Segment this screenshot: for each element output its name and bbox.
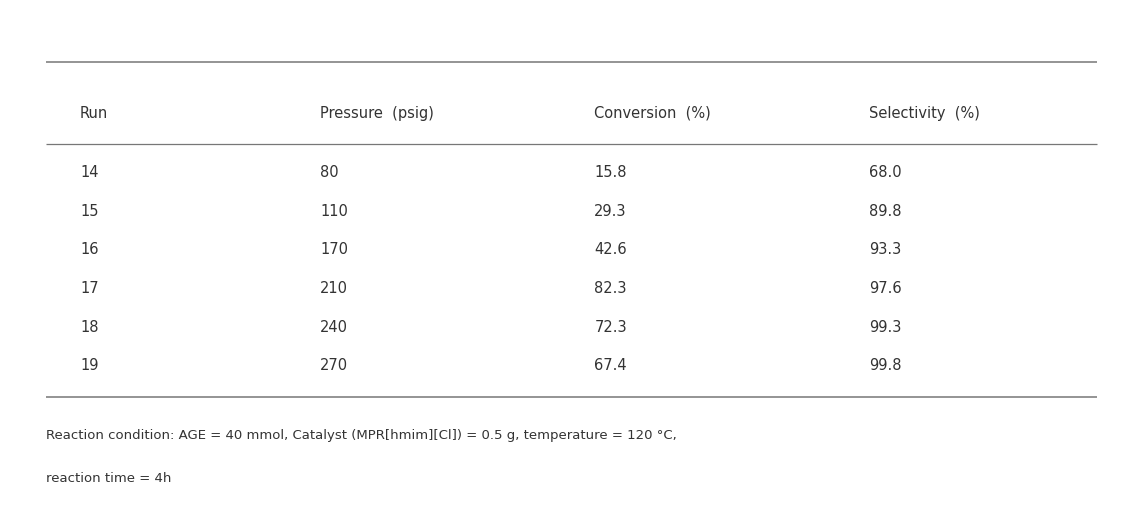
Text: Run: Run — [80, 106, 109, 121]
Text: 99.3: 99.3 — [869, 319, 901, 335]
Text: 17: 17 — [80, 281, 98, 296]
Text: 97.6: 97.6 — [869, 281, 902, 296]
Text: 67.4: 67.4 — [594, 358, 628, 373]
Text: 110: 110 — [320, 203, 347, 219]
Text: 99.8: 99.8 — [869, 358, 901, 373]
Text: 89.8: 89.8 — [869, 203, 901, 219]
Text: 68.0: 68.0 — [869, 165, 902, 180]
Text: 16: 16 — [80, 242, 98, 258]
Text: 15: 15 — [80, 203, 98, 219]
Text: 80: 80 — [320, 165, 338, 180]
Text: 210: 210 — [320, 281, 347, 296]
Text: 82.3: 82.3 — [594, 281, 626, 296]
Text: Pressure  (psig): Pressure (psig) — [320, 106, 434, 121]
Text: Selectivity  (%): Selectivity (%) — [869, 106, 980, 121]
Text: Conversion  (%): Conversion (%) — [594, 106, 711, 121]
Text: 14: 14 — [80, 165, 98, 180]
Text: 15.8: 15.8 — [594, 165, 626, 180]
Text: 42.6: 42.6 — [594, 242, 628, 258]
Text: 72.3: 72.3 — [594, 319, 628, 335]
Text: 240: 240 — [320, 319, 347, 335]
Text: 18: 18 — [80, 319, 98, 335]
Text: 270: 270 — [320, 358, 349, 373]
Text: 29.3: 29.3 — [594, 203, 626, 219]
Text: 170: 170 — [320, 242, 347, 258]
Text: reaction time = 4h: reaction time = 4h — [46, 472, 171, 486]
Text: 93.3: 93.3 — [869, 242, 901, 258]
Text: 19: 19 — [80, 358, 98, 373]
Text: Reaction condition: AGE = 40 mmol, Catalyst (MPR[hmim][Cl]) = 0.5 g, temperature: Reaction condition: AGE = 40 mmol, Catal… — [46, 428, 677, 442]
